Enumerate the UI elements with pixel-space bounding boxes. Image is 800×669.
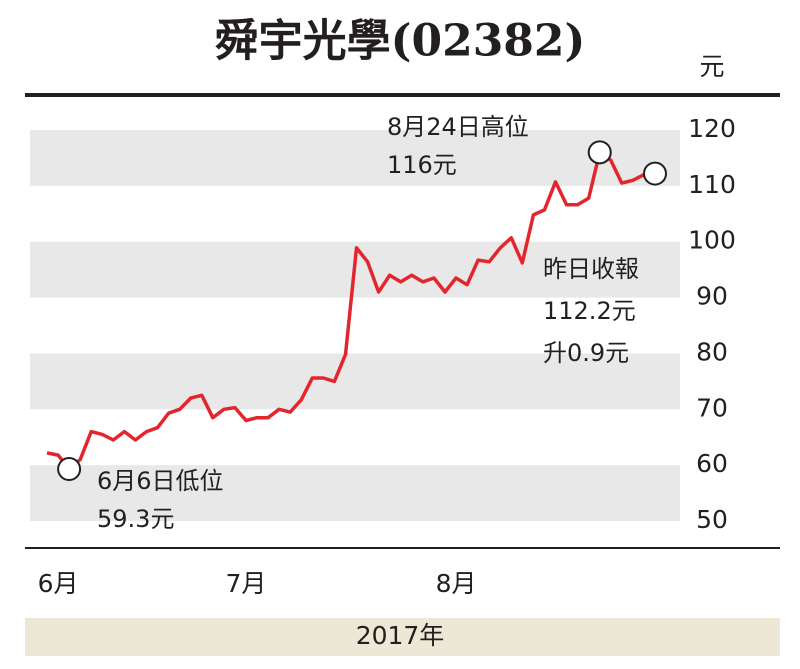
point-marker	[587, 140, 612, 165]
annotation: 59.3元	[97, 505, 174, 533]
x-tick-label: 6月	[38, 569, 79, 598]
y-tick-label: 50	[696, 505, 728, 534]
annotation: 昨日收報	[543, 255, 639, 283]
y-tick-label: 120	[688, 114, 736, 143]
y-tick-label: 110	[688, 170, 736, 199]
band	[30, 353, 680, 410]
annotation: 116元	[387, 151, 457, 179]
annotation: 升0.9元	[543, 339, 629, 367]
y-tick-label: 80	[696, 337, 728, 366]
year-band	[25, 618, 780, 656]
y-axis-unit: 元	[699, 52, 724, 81]
annotation: 6月6日低位	[97, 467, 224, 495]
x-tick-label: 7月	[226, 569, 267, 598]
annotation: 8月24日高位	[387, 113, 529, 141]
point-marker	[57, 457, 82, 482]
y-tick-label: 70	[696, 393, 728, 422]
point-marker	[643, 161, 667, 186]
annotation: 112.2元	[543, 297, 636, 325]
y-tick-label: 90	[696, 282, 728, 311]
band	[30, 465, 680, 521]
y-tick-label: 100	[688, 226, 736, 255]
price-line	[46, 150, 656, 471]
band	[30, 130, 680, 186]
x-axis-label: 2017年	[356, 621, 445, 650]
y-tick-label: 60	[696, 449, 728, 478]
chart-title: 舜宇光學(02382)	[215, 16, 586, 67]
x-tick-label: 8月	[436, 569, 477, 598]
